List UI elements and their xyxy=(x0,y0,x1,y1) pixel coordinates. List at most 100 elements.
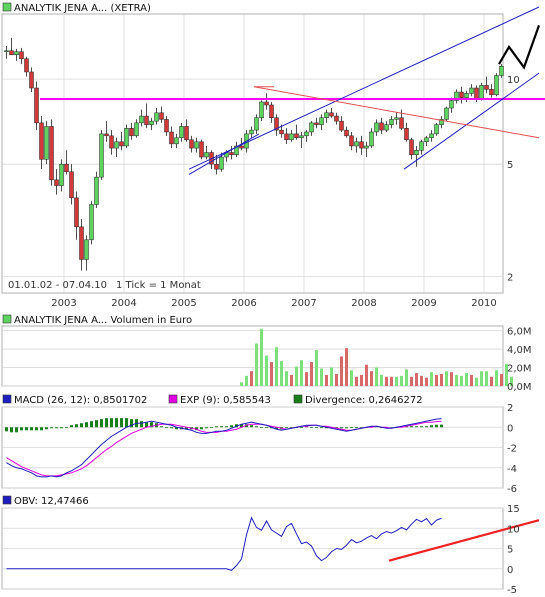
volume-bar xyxy=(470,374,473,386)
candle-down xyxy=(404,128,409,141)
divergence-bar xyxy=(415,426,418,428)
divergence-bar xyxy=(10,427,13,433)
divergence-legend-swatch xyxy=(293,394,303,404)
volume-bar xyxy=(390,376,393,386)
volume-bar xyxy=(500,374,503,386)
volume-bar xyxy=(280,361,283,386)
divergence-bar xyxy=(205,427,208,429)
price-x-tick-label: 2003 xyxy=(51,298,76,309)
candle-down xyxy=(49,126,54,181)
divergence-bar xyxy=(300,427,303,429)
divergence-bar xyxy=(145,422,148,428)
volume-bar xyxy=(410,376,413,386)
volume-bar xyxy=(445,371,448,386)
candle-up xyxy=(319,117,324,125)
volume-bar xyxy=(330,367,333,386)
volume-bar xyxy=(415,373,418,386)
volume-bar xyxy=(385,376,388,386)
exp-legend-swatch xyxy=(168,394,178,404)
volume-bar xyxy=(405,369,408,386)
divergence-bar xyxy=(250,425,253,428)
candle-up xyxy=(414,150,419,155)
divergence-bar xyxy=(175,427,178,430)
volume-bar xyxy=(240,382,243,386)
price-x-tick-label: 2007 xyxy=(291,298,316,309)
candle-up xyxy=(14,51,19,55)
candle-up xyxy=(259,101,264,118)
volume-bar xyxy=(450,372,453,386)
candle-down xyxy=(264,101,269,106)
candle-down xyxy=(169,131,174,145)
candle-down xyxy=(379,122,384,131)
divergence-bar xyxy=(20,427,23,431)
macd-y-tick-label: 2 xyxy=(507,403,513,414)
candle-up xyxy=(249,129,254,135)
divergence-bar xyxy=(25,427,28,431)
volume-bar xyxy=(430,372,433,386)
divergence-bar xyxy=(275,427,278,430)
volume-bar xyxy=(380,374,383,386)
candle-down xyxy=(239,145,244,149)
volume-bar xyxy=(255,343,258,386)
candle-up xyxy=(454,91,459,101)
volume-legend: ANALYTIK JENA A... Volumen in Euro xyxy=(14,315,192,326)
volume-bar xyxy=(260,328,263,386)
divergence-bar xyxy=(100,419,103,428)
obv-legend-swatch xyxy=(2,495,12,505)
candle-up xyxy=(499,66,504,76)
volume-bar xyxy=(335,374,338,386)
candle-down xyxy=(39,122,44,160)
divergence-bar xyxy=(310,427,313,429)
divergence-bar xyxy=(355,427,358,429)
date-range-label: 01.01.02 - 07.04.10 xyxy=(8,280,107,291)
divergence-bar xyxy=(170,427,173,429)
macd-y-ticks: 2 0 -2 -4 -6 xyxy=(507,403,517,495)
price-x-tick-label: 2004 xyxy=(111,298,136,309)
macd-panel: MACD (26, 12): 0,8501702 EXP (9): 0,5855… xyxy=(1,394,517,495)
volume-bars xyxy=(240,328,513,386)
tick-interval-label: 1 Tick = 1 Monat xyxy=(116,280,201,291)
candle-down xyxy=(19,51,24,60)
macd-lines xyxy=(6,418,442,478)
candle-down xyxy=(314,122,319,125)
macd-legend: MACD (26, 12): 0,8501702 xyxy=(14,395,147,406)
divergence-bar xyxy=(55,427,58,429)
volume-bar xyxy=(350,370,353,386)
divergence-bar xyxy=(215,426,218,428)
candle-up xyxy=(59,163,64,186)
candle-down xyxy=(159,112,164,120)
candle-down xyxy=(294,133,299,139)
divergence-bar xyxy=(290,427,293,429)
candle-up xyxy=(124,128,129,147)
divergence-bar xyxy=(390,427,393,429)
candle-up xyxy=(299,135,304,139)
candle-up xyxy=(289,133,294,141)
candle-down xyxy=(9,50,14,55)
volume-bar xyxy=(270,362,273,386)
divergence-bar xyxy=(345,427,348,429)
candle-down xyxy=(129,128,134,137)
divergence-bar xyxy=(210,427,213,429)
divergence-bar xyxy=(360,427,363,429)
divergence-bar xyxy=(90,421,93,428)
divergence-bar xyxy=(320,427,323,429)
candle-down xyxy=(279,129,284,135)
candle-up xyxy=(469,87,474,94)
volume-bar xyxy=(305,372,308,386)
divergence-bar xyxy=(315,427,318,429)
divergence-bar xyxy=(15,427,18,433)
exp-legend: EXP (9): 0,585543 xyxy=(180,395,271,406)
obv-y-tick-label: 0 xyxy=(507,565,513,576)
volume-bar xyxy=(465,373,468,386)
divergence-bar xyxy=(110,418,113,428)
divergence-bar xyxy=(80,423,83,428)
divergence-bar xyxy=(65,427,68,429)
divergence-bar xyxy=(125,418,128,428)
macd-y-tick-label: 0 xyxy=(507,423,513,434)
macd-grid xyxy=(2,406,503,489)
volume-bar xyxy=(325,374,328,386)
candle-down xyxy=(334,115,339,122)
candle-up xyxy=(444,107,449,120)
divergence-bar xyxy=(45,427,48,430)
candle-up xyxy=(424,137,429,143)
